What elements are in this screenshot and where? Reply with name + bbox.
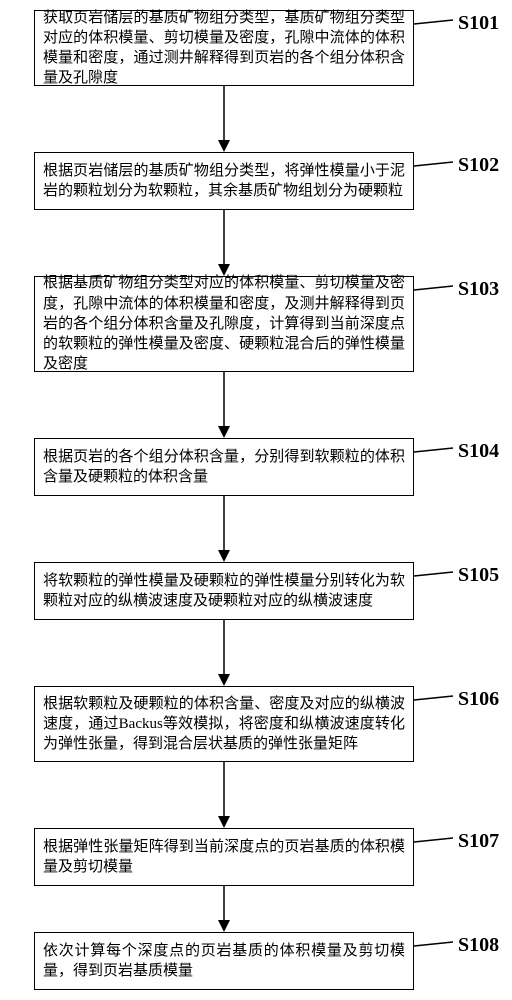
flow-step-s106: 根据软颗粒及硬颗粒的体积含量、密度及对应的纵横波速度，通过Backus等效模拟，…: [34, 686, 414, 762]
flow-step-s102: 根据页岩储层的基质矿物组分类型，将弹性模量小于泥岩的颗粒划分为软颗粒，其余基质矿…: [34, 152, 414, 210]
flow-step-text: 依次计算每个深度点的页岩基质的体积模量及剪切模量，得到页岩基质模量: [43, 941, 405, 982]
flow-step-label: S101: [458, 12, 499, 35]
flow-step-text: 根据基质矿物组分类型对应的体积模量、剪切模量及密度，孔隙中流体的体积模量和密度，…: [43, 273, 405, 374]
flow-step-label: S102: [458, 154, 499, 177]
flow-step-s104: 根据页岩的各个组分体积含量，分别得到软颗粒的体积含量及硬颗粒的体积含量: [34, 438, 414, 496]
flow-step-s105: 将软颗粒的弹性模量及硬颗粒的弹性模量分别转化为软颗粒对应的纵横波速度及硬颗粒对应…: [34, 562, 414, 620]
flow-step-s101: 获取页岩储层的基质矿物组分类型，基质矿物组分类型对应的体积模量、剪切模量及密度，…: [34, 10, 414, 86]
flow-step-s108: 依次计算每个深度点的页岩基质的体积模量及剪切模量，得到页岩基质模量: [34, 932, 414, 990]
flow-step-text: 将软颗粒的弹性模量及硬颗粒的弹性模量分别转化为软颗粒对应的纵横波速度及硬颗粒对应…: [43, 571, 405, 612]
flow-step-label: S107: [458, 830, 499, 853]
flow-step-text: 根据页岩储层的基质矿物组分类型，将弹性模量小于泥岩的颗粒划分为软颗粒，其余基质矿…: [43, 161, 405, 202]
flow-step-label: S106: [458, 688, 499, 711]
flow-step-s103: 根据基质矿物组分类型对应的体积模量、剪切模量及密度，孔隙中流体的体积模量和密度，…: [34, 276, 414, 372]
flow-step-label: S104: [458, 440, 499, 463]
flow-step-text: 根据弹性张量矩阵得到当前深度点的页岩基质的体积模量及剪切模量: [43, 837, 405, 878]
flow-step-label: S105: [458, 564, 499, 587]
flow-step-s107: 根据弹性张量矩阵得到当前深度点的页岩基质的体积模量及剪切模量: [34, 828, 414, 886]
flow-step-text: 根据软颗粒及硬颗粒的体积含量、密度及对应的纵横波速度，通过Backus等效模拟，…: [43, 694, 405, 755]
flow-step-label: S108: [458, 934, 499, 957]
flow-step-text: 获取页岩储层的基质矿物组分类型，基质矿物组分类型对应的体积模量、剪切模量及密度，…: [43, 8, 405, 89]
flow-step-label: S103: [458, 278, 499, 301]
flow-step-text: 根据页岩的各个组分体积含量，分别得到软颗粒的体积含量及硬颗粒的体积含量: [43, 447, 405, 488]
